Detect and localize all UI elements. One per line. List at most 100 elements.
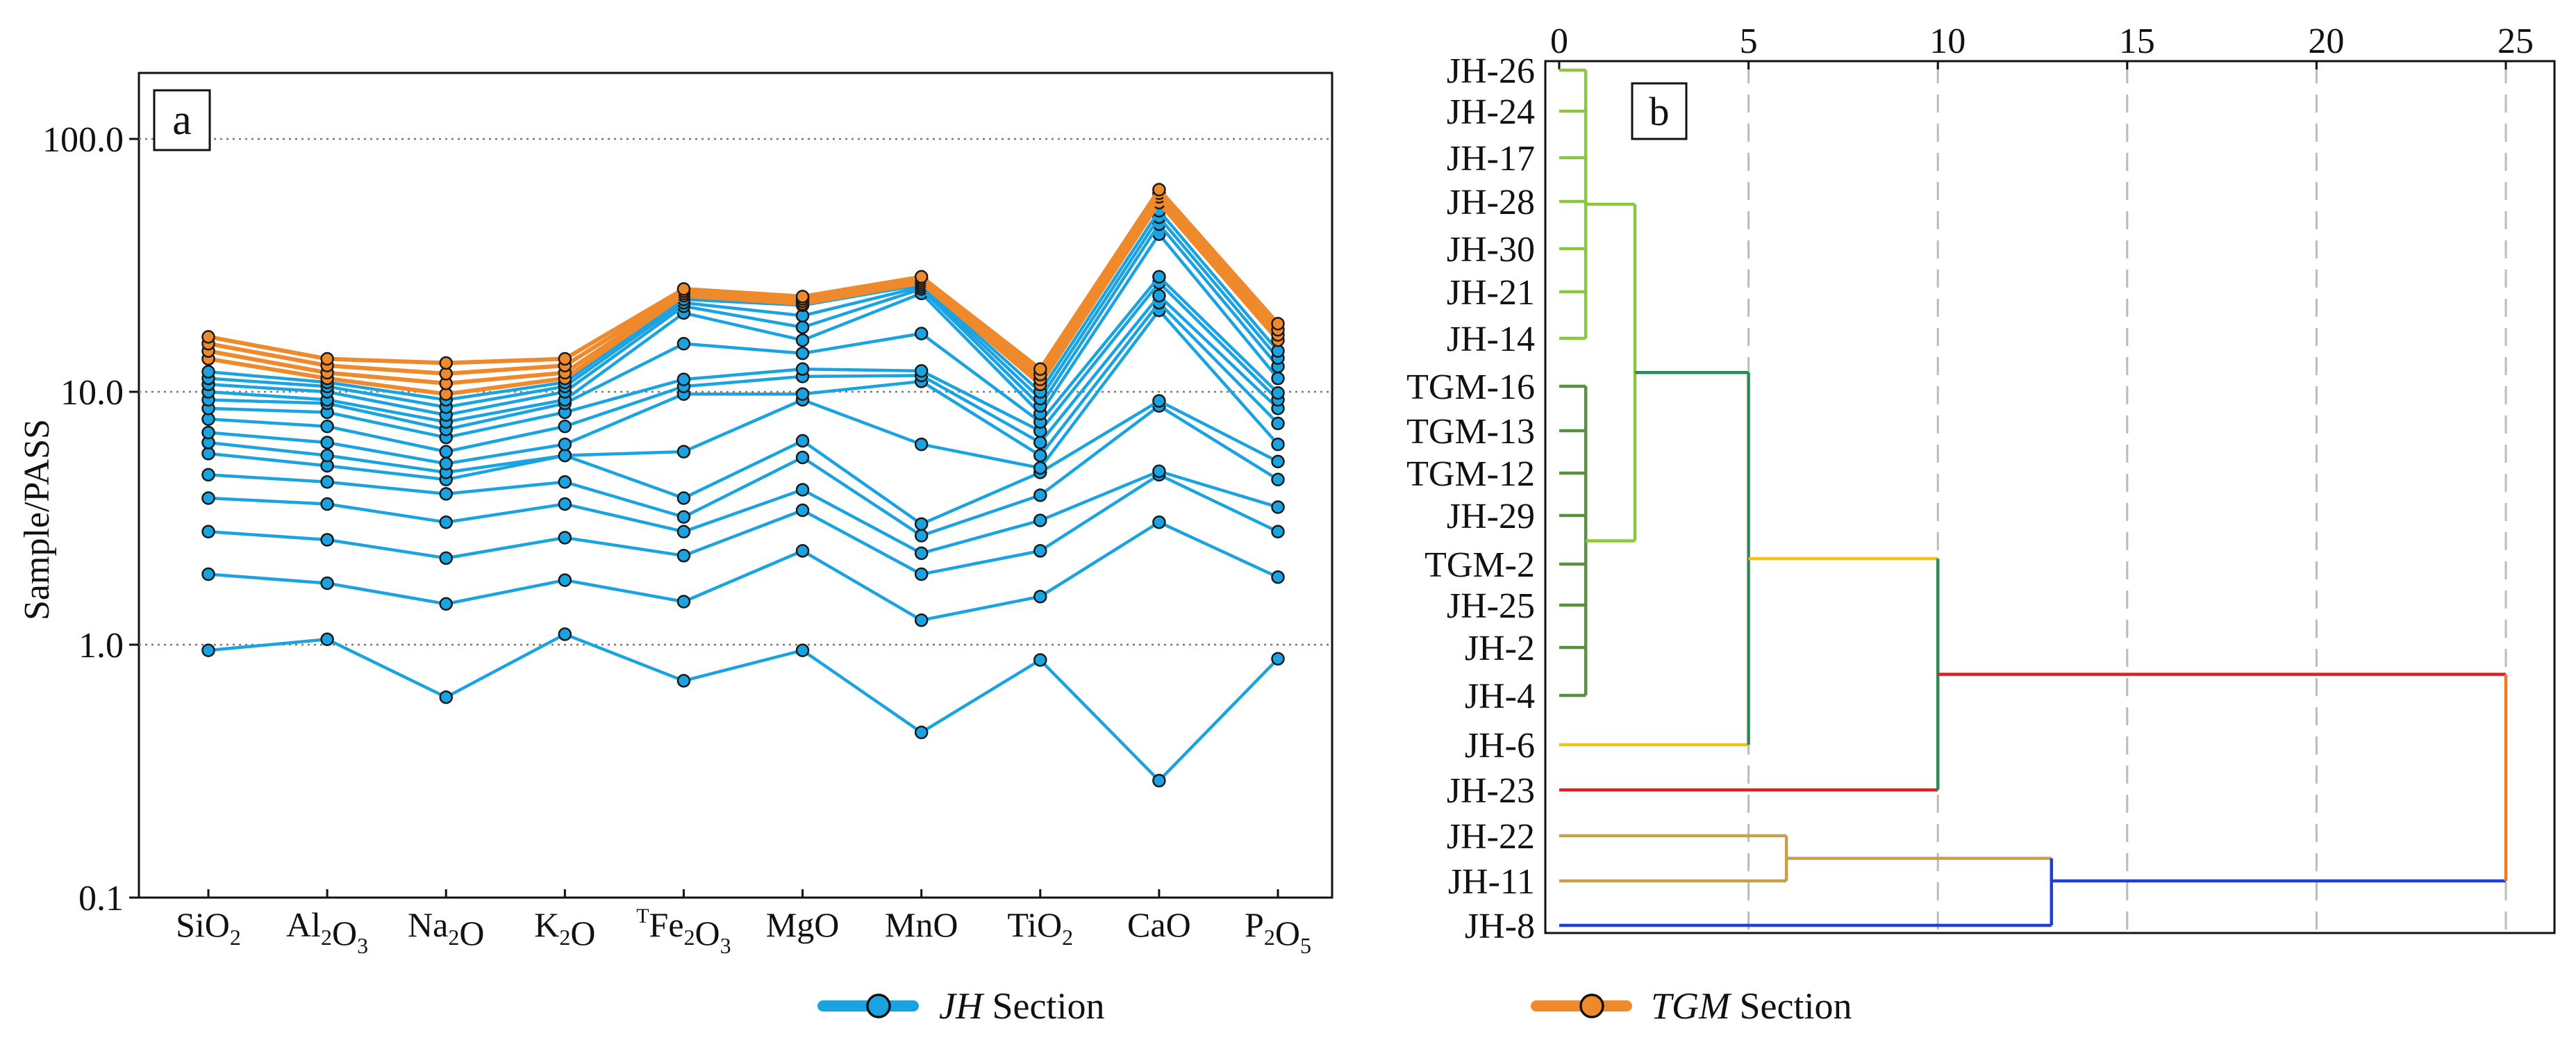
dendrogram-leaf-label: TGM-2 [1424, 545, 1535, 585]
data-point-JH-12 [1271, 371, 1285, 386]
dendrogram-leaf-label: TGM-13 [1406, 412, 1535, 452]
data-point-JH-3 [1033, 544, 1047, 558]
panel-a-y-tick-label: 1.0 [78, 626, 124, 666]
data-point-JH-1 [201, 643, 215, 657]
data-point-JH-8 [201, 425, 215, 440]
data-point-JH-3 [558, 531, 572, 545]
data-point-TGM-4 [439, 356, 453, 370]
data-point-JH-1 [439, 690, 453, 704]
panel-b-x-tick-label: 0 [1550, 22, 1568, 61]
data-point-JH-7 [1033, 461, 1047, 475]
panel-b-x-axis: 0 5 10 15 20 25 [1550, 22, 2534, 69]
data-point-JH-5 [795, 450, 810, 465]
data-point-TGM-4 [201, 330, 215, 344]
data-point-JH-11 [676, 336, 691, 351]
data-point-TGM-4 [320, 352, 334, 366]
data-point-JH-11 [1152, 270, 1166, 284]
data-point-JH-1 [676, 674, 691, 688]
data-point-JH-2 [201, 567, 215, 581]
dendrogram-leaf-label: JH-21 [1447, 273, 1535, 313]
data-point-JH-4 [320, 497, 334, 511]
data-point-JH-7 [558, 448, 572, 463]
data-point-JH-1 [914, 725, 929, 739]
series-line-JH-1 [208, 632, 1279, 782]
series-line-JH-3 [208, 473, 1279, 576]
data-point-JH-4 [439, 515, 453, 529]
panel-b-x-tick-label: 5 [1740, 22, 1758, 61]
panel-b-dendrogram: 0 5 10 15 20 25 JH-26JH-24JH-17JH-28JH-30JH-2… [1406, 22, 2556, 946]
data-point-JH-6 [201, 447, 215, 461]
panel-a-y-tick-label: 10.0 [60, 373, 124, 413]
data-point-JH-10 [914, 364, 929, 378]
legend-marker [866, 993, 891, 1018]
data-point-JH-2 [320, 576, 334, 591]
data-point-JH-1 [1271, 652, 1285, 666]
dendrogram-leaf-label: JH-2 [1465, 629, 1535, 668]
data-point-JH-2 [914, 613, 929, 627]
dendrogram-leaf-label: JH-24 [1447, 92, 1535, 132]
data-point-JH-10 [795, 362, 810, 377]
series-line-JH-11 [208, 275, 1279, 431]
series-line-JH-7 [208, 308, 1279, 474]
data-point-JH-6 [914, 517, 929, 531]
data-point-JH-2 [795, 544, 810, 558]
data-point-JH-10 [676, 372, 691, 386]
legend-label: TGM Section [1651, 985, 1852, 1027]
panel-a-x-tick-label: CaO [1127, 905, 1191, 944]
series-line-JH-9 [208, 294, 1279, 454]
data-point-JH-4 [1271, 500, 1285, 514]
data-point-JH-4 [201, 491, 215, 505]
data-point-JH-8 [558, 437, 572, 452]
panel-a-gridlines [139, 138, 1332, 646]
dendrogram-leaf-label: JH-8 [1465, 907, 1535, 946]
data-point-JH-4 [914, 546, 929, 561]
series-line-JH-6 [208, 399, 1279, 526]
data-point-JH-3 [914, 567, 929, 581]
data-point-JH-6 [1152, 394, 1166, 408]
panel-a-y-axis: 0.1 1.0 10.0 100.0 [42, 120, 139, 918]
panel-b-label: b [1650, 89, 1670, 134]
data-point-JH-1 [1033, 653, 1047, 667]
data-point-TGM-4 [558, 352, 572, 366]
data-point-JH-5 [914, 529, 929, 543]
data-point-JH-6 [795, 434, 810, 448]
panel-a-y-tick-label: 0.1 [78, 879, 124, 918]
panel-a-x-tick-label: Na2O [408, 905, 484, 952]
data-point-JH-7 [320, 448, 334, 463]
dendrogram-leaf-label: JH-14 [1447, 320, 1535, 359]
dendrogram-leaf-label: JH-29 [1447, 497, 1535, 536]
data-point-JH-1 [1152, 773, 1166, 788]
data-point-JH-6 [676, 491, 691, 505]
data-point-JH-3 [676, 549, 691, 563]
panel-b-label-box: b [1631, 82, 1688, 140]
data-point-TGM-4 [1271, 317, 1285, 331]
data-point-JH-8 [439, 456, 453, 471]
panel-b-x-tick-label: 10 [1929, 22, 1966, 61]
dendrogram-leaf-label: JH-17 [1447, 139, 1535, 179]
panel-a-x-tick-label: TFe2O3 [636, 905, 731, 958]
data-point-JH-5 [320, 475, 334, 489]
data-point-JH-11 [1271, 386, 1285, 400]
dendrogram-leaf-label: JH-28 [1447, 183, 1535, 222]
panel-a-x-tick-label: K2O [534, 905, 595, 952]
legend-item-tgm: TGM Section [1531, 985, 1852, 1027]
data-point-TGM-4 [795, 290, 810, 304]
data-point-JH-8 [795, 387, 810, 401]
data-point-JH-9 [558, 420, 572, 434]
series-line-JH-12 [208, 232, 1279, 424]
legend-item-jh: JH Section [817, 985, 1104, 1027]
data-point-JH-4 [1033, 513, 1047, 527]
panel-a-spider-diagram: 0.1 1.0 10.0 100.0 SiO2 Al2O3 Na2O K2O TFe2O3 Mg… [17, 72, 1333, 958]
series-line-JH-10 [208, 281, 1279, 439]
panel-a-label-box: a [153, 89, 211, 151]
panel-a-label: a [172, 97, 192, 144]
data-point-JH-2 [676, 595, 691, 609]
data-point-JH-1 [320, 632, 334, 647]
data-point-JH-3 [320, 533, 334, 547]
dendrogram-leaf-label: JH-25 [1447, 586, 1535, 626]
data-point-JH-2 [558, 573, 572, 587]
data-point-JH-4 [795, 483, 810, 497]
panel-b-dendrogram-links [1559, 68, 2508, 927]
data-point-JH-3 [1271, 525, 1285, 538]
